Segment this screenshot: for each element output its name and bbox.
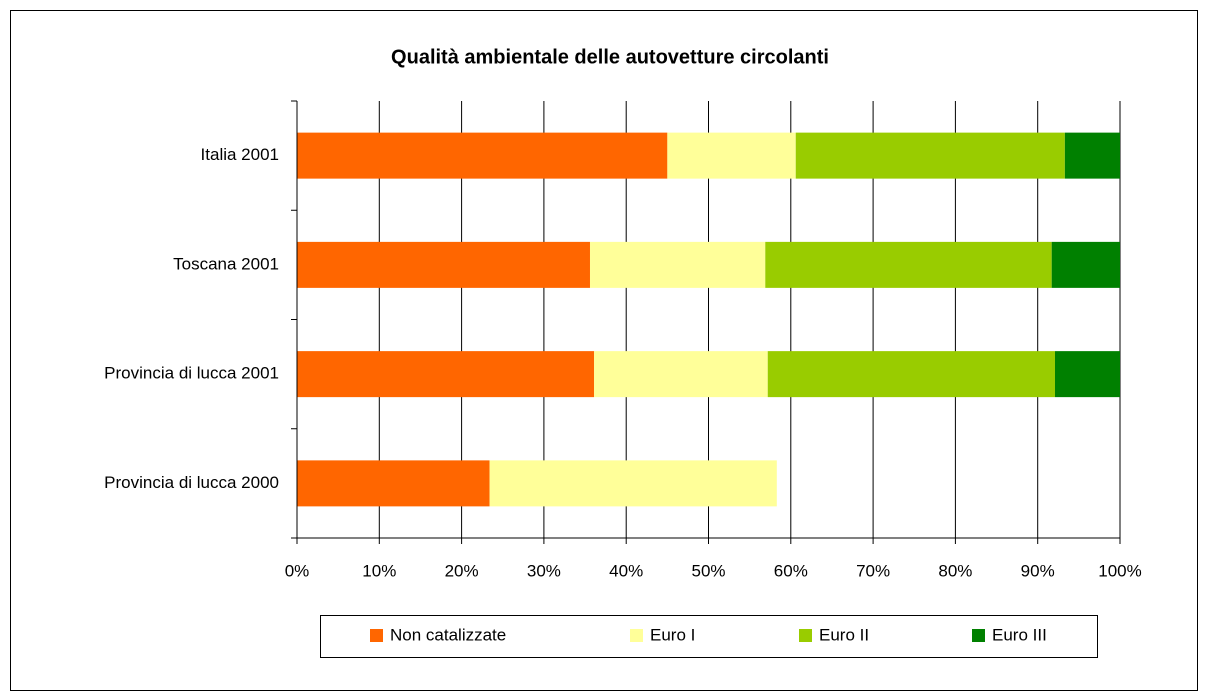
- chart-title: Qualità ambientale delle autovetture cir…: [391, 46, 829, 68]
- legend-swatch: [799, 629, 812, 642]
- x-tick-label: 50%: [691, 561, 725, 580]
- x-tick-label: 90%: [1021, 561, 1055, 580]
- y-tick-label: Toscana 2001: [173, 254, 279, 273]
- bar-segment: [297, 460, 490, 507]
- x-tick-label: 100%: [1098, 561, 1141, 580]
- legend-swatch: [630, 629, 643, 642]
- bar-segment: [765, 241, 1052, 288]
- bar-segment: [1064, 132, 1120, 179]
- bar-segment: [489, 460, 777, 507]
- legend-swatch: [370, 629, 383, 642]
- legend-label: Euro III: [992, 625, 1047, 644]
- bar-segment: [767, 351, 1055, 398]
- y-tick-label: Italia 2001: [201, 145, 279, 164]
- bar-segment: [594, 351, 768, 398]
- chart-border: [10, 10, 1198, 691]
- x-tick-label: 30%: [527, 561, 561, 580]
- y-tick-label: Provincia di lucca 2000: [104, 473, 279, 492]
- bar-segment: [297, 241, 590, 288]
- legend-label: Euro I: [650, 625, 695, 644]
- legend-box: [320, 615, 1098, 658]
- bar-segment: [1054, 351, 1120, 398]
- x-tick-label: 40%: [609, 561, 643, 580]
- x-tick-label: 0%: [285, 561, 310, 580]
- x-tick-label: 70%: [856, 561, 890, 580]
- x-tick-label: 60%: [774, 561, 808, 580]
- x-tick-label: 80%: [938, 561, 972, 580]
- legend-swatch: [972, 629, 985, 642]
- x-tick-label: 10%: [362, 561, 396, 580]
- bar-segment: [589, 241, 766, 288]
- bar-segment: [1051, 241, 1120, 288]
- x-tick-label: 20%: [445, 561, 479, 580]
- bar-segment: [297, 351, 595, 398]
- bar-segment: [667, 132, 796, 179]
- y-tick-label: Provincia di lucca 2001: [104, 364, 279, 383]
- bar-segment: [297, 132, 668, 179]
- legend-label: Non catalizzate: [390, 625, 506, 644]
- bar-segment: [795, 132, 1065, 179]
- legend-label: Euro II: [819, 625, 869, 644]
